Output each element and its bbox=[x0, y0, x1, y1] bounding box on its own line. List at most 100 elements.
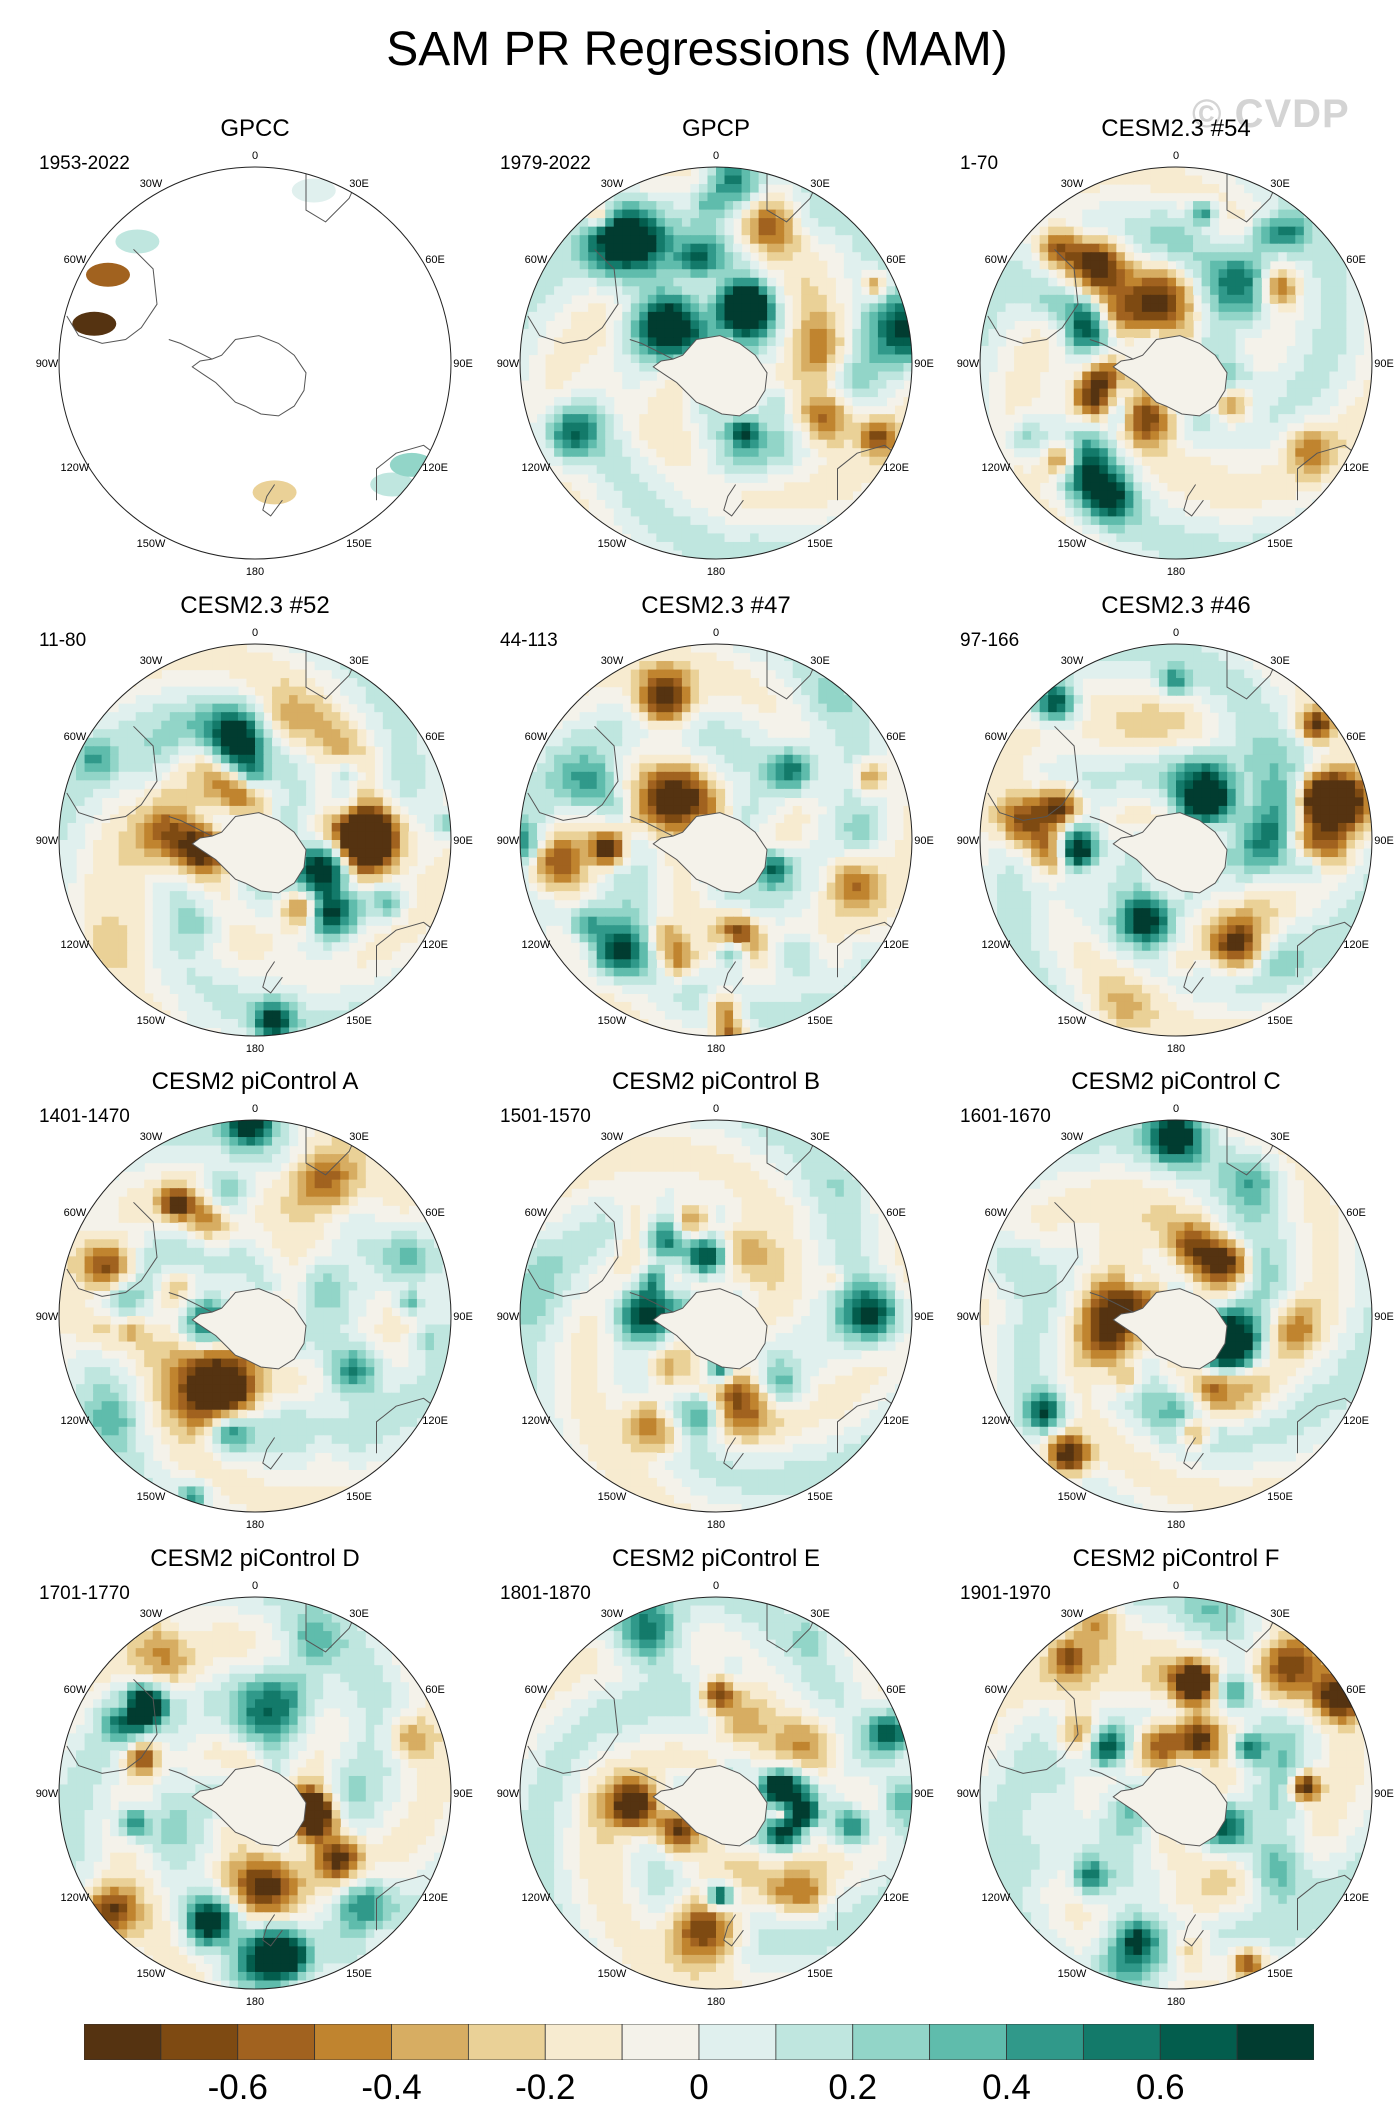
contour-cell bbox=[1252, 269, 1262, 279]
contour-cell bbox=[391, 712, 401, 722]
contour-cell bbox=[1065, 260, 1075, 270]
contour-cell bbox=[237, 652, 248, 662]
contour-cell bbox=[220, 891, 231, 901]
contour-cell bbox=[818, 286, 828, 296]
contour-cell bbox=[246, 754, 256, 764]
contour-cell bbox=[229, 993, 239, 1003]
contour-cell bbox=[1210, 209, 1220, 219]
contour-cell bbox=[792, 337, 802, 347]
contour-cell bbox=[1244, 371, 1254, 381]
contour-cell bbox=[374, 737, 384, 747]
contour-cell bbox=[212, 788, 222, 798]
contour-cell bbox=[673, 328, 683, 339]
contour-cell bbox=[272, 1010, 282, 1020]
contour-cell bbox=[690, 311, 700, 321]
contour-cell bbox=[707, 533, 717, 543]
contour-cell bbox=[1320, 345, 1330, 356]
contour-cell bbox=[1261, 465, 1271, 475]
contour-cell bbox=[639, 686, 649, 696]
contour-cell bbox=[1150, 448, 1160, 458]
contour-cell bbox=[127, 822, 137, 833]
contour-cell bbox=[818, 354, 828, 364]
contour-cell bbox=[144, 746, 154, 756]
contour-cell bbox=[656, 703, 666, 713]
contour-cell bbox=[1337, 448, 1348, 458]
contour-cell bbox=[169, 771, 179, 781]
contour-cell bbox=[877, 303, 888, 313]
contour-cell bbox=[374, 848, 384, 858]
contour-cell bbox=[1286, 490, 1296, 500]
contour-cell bbox=[1082, 328, 1092, 339]
contour-cell bbox=[775, 192, 785, 202]
contour-cell bbox=[690, 652, 700, 662]
contour-cell bbox=[809, 414, 819, 424]
contour-cell bbox=[408, 805, 418, 816]
contour-cell bbox=[1295, 448, 1305, 458]
contour-cell bbox=[716, 754, 726, 764]
contour-cell bbox=[647, 226, 657, 236]
contour-cell bbox=[630, 763, 640, 773]
contour-cell bbox=[84, 805, 94, 816]
contour-cell bbox=[399, 814, 409, 824]
contour-cell bbox=[886, 354, 896, 364]
contour-cell bbox=[741, 524, 751, 535]
contour-cell bbox=[152, 797, 162, 807]
contour-cell bbox=[869, 763, 879, 773]
contour-cell bbox=[869, 397, 879, 407]
contour-cell bbox=[852, 805, 862, 816]
contour-cell bbox=[416, 720, 427, 730]
contour-cell bbox=[579, 720, 589, 730]
contour-cell bbox=[1099, 397, 1109, 407]
contour-cell bbox=[1210, 439, 1220, 449]
contour-cell bbox=[1295, 388, 1305, 398]
contour-cell bbox=[1261, 269, 1271, 279]
contour-cell bbox=[852, 737, 862, 747]
contour-cell bbox=[1218, 294, 1228, 304]
contour-cell bbox=[801, 780, 811, 790]
contour-cell bbox=[605, 822, 615, 833]
contour-cell bbox=[1354, 294, 1365, 304]
contour-cell bbox=[733, 422, 743, 432]
contour-cell bbox=[1014, 422, 1024, 432]
contour-cell bbox=[554, 746, 564, 756]
contour-cell bbox=[118, 933, 128, 943]
contour-cell bbox=[673, 209, 683, 219]
contour-cell bbox=[1269, 243, 1279, 253]
contour-cell bbox=[1286, 294, 1296, 304]
contour-cell bbox=[707, 252, 717, 262]
contour-cell bbox=[716, 729, 726, 739]
contour-cell bbox=[169, 729, 179, 739]
contour-cell bbox=[59, 805, 69, 816]
contour-cell bbox=[801, 277, 811, 287]
contour-cell bbox=[161, 840, 171, 850]
contour-cell bbox=[391, 763, 401, 773]
contour-cell bbox=[1252, 405, 1262, 415]
contour-cell bbox=[1090, 465, 1100, 475]
contour-cell bbox=[826, 780, 836, 790]
contour-cell bbox=[758, 703, 768, 713]
contour-cell bbox=[382, 805, 392, 816]
contour-cell bbox=[229, 695, 239, 705]
contour-cell bbox=[340, 1001, 350, 1012]
contour-cell bbox=[1329, 456, 1339, 466]
contour-cell bbox=[698, 226, 709, 236]
contour-cell bbox=[767, 345, 777, 356]
contour-cell bbox=[664, 320, 674, 330]
contour-cell bbox=[161, 703, 171, 713]
contour-cell bbox=[399, 754, 409, 764]
contour-cell bbox=[161, 729, 171, 739]
contour-cell bbox=[750, 695, 760, 705]
contour-cell bbox=[203, 925, 213, 935]
contour-cell bbox=[571, 729, 581, 739]
contour-cell bbox=[664, 695, 674, 705]
contour-cell bbox=[537, 763, 547, 773]
contour-cell bbox=[809, 226, 819, 236]
contour-cell bbox=[1082, 482, 1092, 492]
contour-cell bbox=[1261, 260, 1271, 270]
contour-cell bbox=[724, 184, 734, 194]
contour-cell bbox=[843, 269, 853, 279]
contour-cell bbox=[1286, 482, 1296, 492]
contour-cell bbox=[374, 831, 384, 841]
contour-cell bbox=[101, 788, 111, 798]
contour-cell bbox=[622, 822, 632, 833]
